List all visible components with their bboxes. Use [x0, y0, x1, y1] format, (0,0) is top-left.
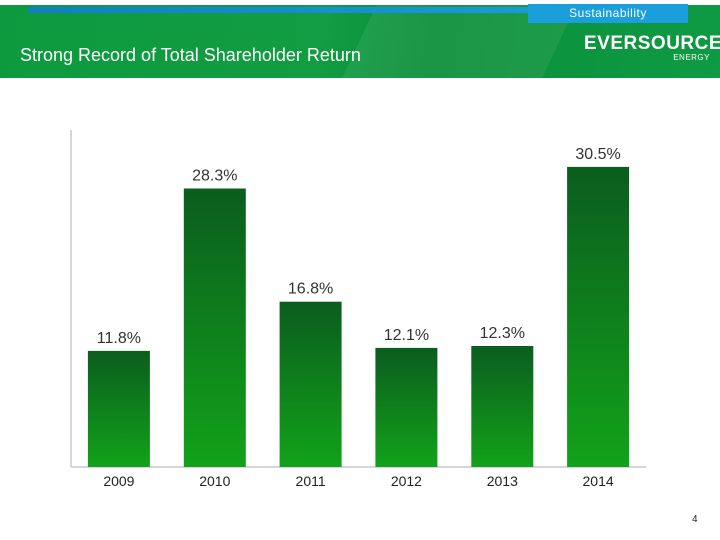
bar-2011 — [279, 301, 342, 467]
value-label-2013: 12.3% — [480, 325, 525, 342]
eversource-logo: EVERSOURCE ENERGY — [584, 33, 720, 67]
blue-accent-strip — [28, 7, 528, 13]
value-label-2014: 30.5% — [575, 146, 620, 163]
bar-2010 — [183, 188, 246, 467]
x-tick-label-2012: 2012 — [391, 473, 422, 489]
bar-2012 — [375, 347, 438, 467]
value-label-2012: 12.1% — [384, 327, 429, 344]
x-tick-label-2010: 2010 — [199, 473, 230, 489]
value-label-2010: 28.3% — [192, 168, 237, 185]
page-title: Strong Record of Total Shareholder Retur… — [20, 45, 361, 65]
value-label-2009: 11.8% — [97, 330, 141, 347]
x-tick-label-2014: 2014 — [583, 473, 614, 489]
logo-wordmark: EVERSOURCE — [584, 33, 720, 54]
bar-2013 — [471, 346, 534, 467]
x-tick-label-2013: 2013 — [487, 473, 518, 489]
bar-2014 — [567, 166, 630, 467]
header-top-line — [0, 0, 720, 5]
page-number: 4 — [692, 514, 698, 525]
x-tick-label-2011: 2011 — [296, 473, 326, 489]
logo-subtext: ENERGY — [673, 53, 710, 62]
header-band: Sustainability Strong Record of Total Sh… — [0, 0, 720, 78]
section-tab: Sustainability — [528, 4, 688, 23]
value-label-2011: 16.8% — [288, 281, 333, 298]
bar-2009 — [87, 350, 150, 467]
x-tick-label-2009: 2009 — [103, 473, 134, 489]
